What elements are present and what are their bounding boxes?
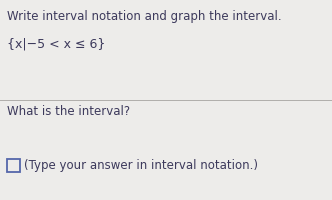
Text: {x|−5 < x ≤ 6}: {x|−5 < x ≤ 6} — [7, 37, 105, 50]
Text: Write interval notation and graph the interval.: Write interval notation and graph the in… — [7, 10, 282, 23]
Text: (Type your answer in interval notation.): (Type your answer in interval notation.) — [24, 159, 258, 172]
Bar — [7, 159, 20, 172]
Text: What is the interval?: What is the interval? — [7, 105, 130, 118]
